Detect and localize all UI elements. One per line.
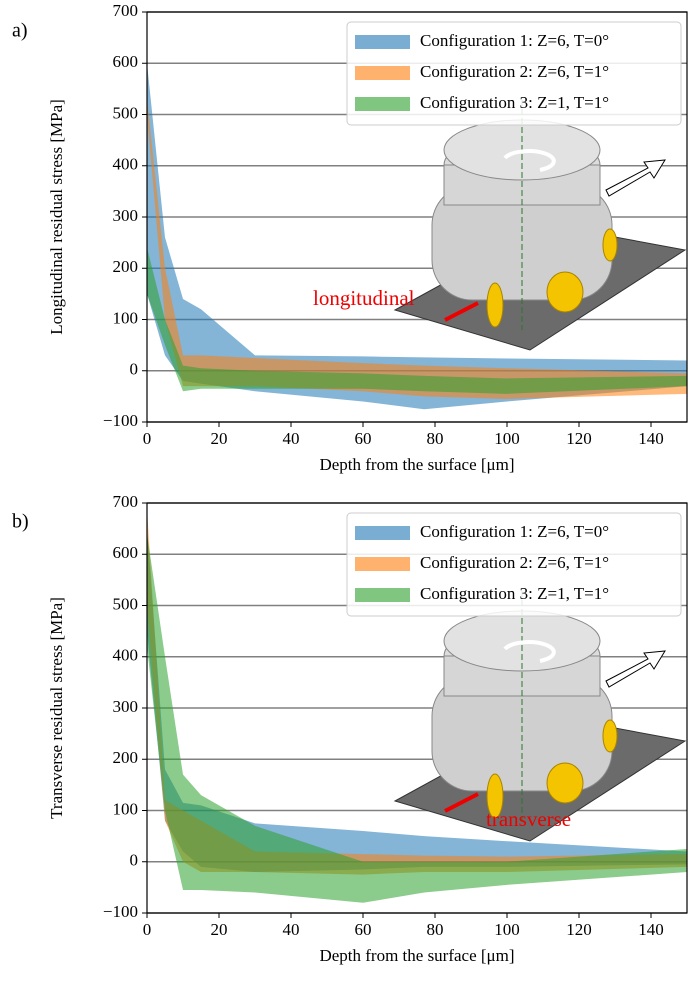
insert <box>486 282 504 328</box>
legend-box <box>346 21 682 126</box>
legend-swatch <box>355 66 410 80</box>
insert <box>546 762 584 804</box>
x-tick-label: 0 <box>143 920 152 939</box>
legend-swatch <box>355 35 410 49</box>
y-tick-label: 300 <box>113 697 139 716</box>
x-tick-label: 80 <box>427 429 444 448</box>
x-tick-label: 60 <box>355 429 372 448</box>
y-tick-label: −100 <box>103 902 138 921</box>
legend-label: Configuration 3: Z=1, T=1° <box>420 584 609 603</box>
feed-arrow <box>605 650 666 688</box>
insert <box>602 228 618 262</box>
y-tick-label: 700 <box>113 1 139 20</box>
stress-arrow <box>444 792 479 813</box>
y-tick-label: 300 <box>113 206 139 225</box>
y-tick-label: 500 <box>113 103 139 122</box>
legend-box <box>346 512 682 617</box>
panel-label: a) <box>12 20 28 42</box>
band <box>147 247 687 394</box>
annotation: transverse <box>486 807 571 831</box>
rotation-arrow <box>503 149 556 172</box>
x-tick-label: 20 <box>211 920 228 939</box>
y-tick-label: 600 <box>113 52 139 71</box>
y-tick-label: 400 <box>113 155 139 174</box>
y-tick-label: 700 <box>113 492 139 511</box>
y-tick-label: 100 <box>113 799 139 818</box>
x-tick-label: 100 <box>494 429 520 448</box>
y-tick-label: 200 <box>113 257 139 276</box>
y-tick-label: 600 <box>113 543 139 562</box>
insert <box>602 719 618 753</box>
y-tick-label: 0 <box>130 360 139 379</box>
y-tick-label: 500 <box>113 594 139 613</box>
y-tick-label: 100 <box>113 308 139 327</box>
band <box>147 533 687 903</box>
legend-label: Configuration 3: Z=1, T=1° <box>420 93 609 112</box>
x-tick-label: 40 <box>283 429 300 448</box>
x-tick-label: 120 <box>566 920 592 939</box>
y-axis-label: Transverse residual stress [MPa] <box>47 597 66 819</box>
illustration: longitudinal <box>313 100 687 351</box>
insert <box>546 271 584 313</box>
y-tick-label: 0 <box>130 851 139 870</box>
legend-swatch <box>355 588 410 602</box>
stress-arrow <box>444 301 479 322</box>
x-tick-label: 60 <box>355 920 372 939</box>
x-axis-label: Depth from the surface [μm] <box>319 946 514 965</box>
feed-arrow <box>605 159 666 197</box>
x-tick-label: 20 <box>211 429 228 448</box>
legend-label: Configuration 2: Z=6, T=1° <box>420 62 609 81</box>
legend-label: Configuration 1: Z=6, T=0° <box>420 522 609 541</box>
panel-label: b) <box>12 511 29 533</box>
plot-frame <box>146 502 688 914</box>
y-tick-label: 400 <box>113 646 139 665</box>
x-tick-label: 80 <box>427 920 444 939</box>
x-tick-label: 40 <box>283 920 300 939</box>
legend-swatch <box>355 526 410 540</box>
plot-frame <box>146 11 688 423</box>
x-axis-label: Depth from the surface [μm] <box>319 455 514 474</box>
rotation-arrow <box>503 640 556 663</box>
x-tick-label: 140 <box>638 429 664 448</box>
legend-label: Configuration 1: Z=6, T=0° <box>420 31 609 50</box>
y-tick-label: −100 <box>103 411 138 430</box>
x-tick-label: 100 <box>494 920 520 939</box>
insert <box>486 773 504 819</box>
legend-label: Configuration 2: Z=6, T=1° <box>420 553 609 572</box>
x-tick-label: 140 <box>638 920 664 939</box>
annotation: longitudinal <box>313 286 415 310</box>
y-tick-label: 200 <box>113 748 139 767</box>
y-axis-label: Longitudinal residual stress [MPa] <box>47 99 66 335</box>
x-tick-label: 0 <box>143 429 152 448</box>
legend-swatch <box>355 557 410 571</box>
legend-swatch <box>355 97 410 111</box>
illustration: transverse <box>393 591 687 842</box>
x-tick-label: 120 <box>566 429 592 448</box>
